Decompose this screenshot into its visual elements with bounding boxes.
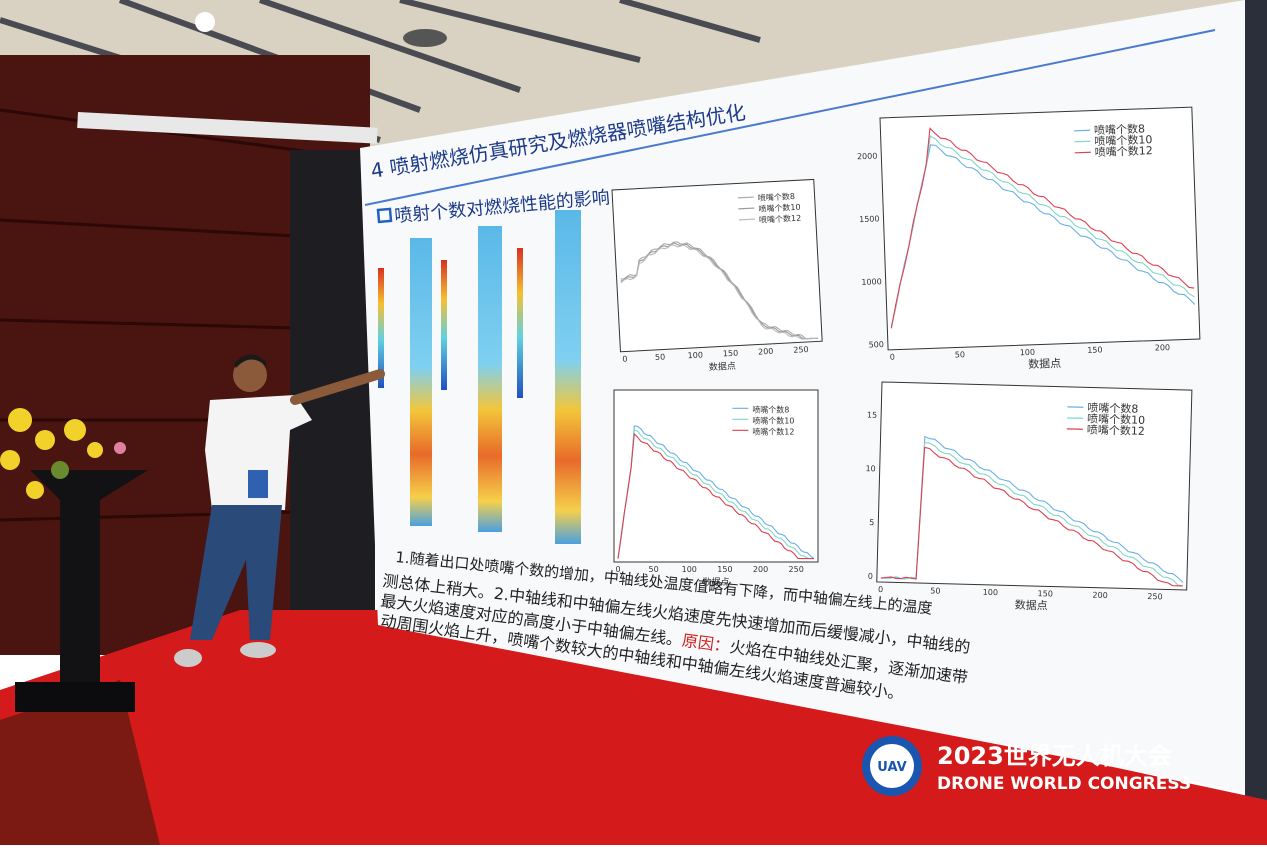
legend-label: 喷嘴个数12 xyxy=(1087,423,1145,438)
x-tick-label: 0 xyxy=(622,354,628,363)
contour-plot xyxy=(410,238,432,526)
ceiling-light xyxy=(195,12,215,32)
legend-label: 喷嘴个数12 xyxy=(752,426,794,436)
y-tick-label: 2000 xyxy=(857,152,878,162)
podium-base xyxy=(15,682,135,712)
colorbar xyxy=(517,248,523,398)
x-axis-label: 数据点 xyxy=(1028,356,1061,371)
x-tick-label: 150 xyxy=(723,349,739,359)
legend-label: 喷嘴个数8 xyxy=(752,404,789,414)
y-tick-label: 10 xyxy=(865,464,875,473)
x-tick-label: 200 xyxy=(753,565,768,574)
y-tick-label: 5 xyxy=(869,518,874,527)
x-tick-label: 250 xyxy=(1147,592,1163,601)
ceiling-vent xyxy=(403,29,447,47)
x-tick-label: 200 xyxy=(758,347,774,357)
legend-swatch xyxy=(1074,141,1090,142)
right-wall xyxy=(1245,0,1267,800)
badge-text: UAV xyxy=(877,760,906,775)
x-tick-label: 100 xyxy=(687,350,703,360)
y-tick-label: 1500 xyxy=(859,214,880,224)
y-tick-label: 500 xyxy=(868,340,884,350)
y-tick-label: 15 xyxy=(867,410,877,419)
x-tick-label: 250 xyxy=(789,565,804,574)
x-tick-label: 50 xyxy=(655,352,666,362)
contour-plot xyxy=(478,226,502,532)
x-tick-label: 150 xyxy=(1087,345,1103,355)
x-tick-label: 100 xyxy=(1020,348,1036,358)
contour-plot xyxy=(555,210,581,544)
x-tick-label: 200 xyxy=(1155,343,1171,353)
x-tick-label: 100 xyxy=(983,588,999,597)
legend-label: 喷嘴个数10 xyxy=(752,415,794,425)
legend-label: 喷嘴个数8 xyxy=(758,191,796,203)
legend-swatch xyxy=(738,208,754,209)
y-tick-label: 0 xyxy=(868,572,873,581)
colorbar xyxy=(441,260,447,390)
legend-label: 喷嘴个数12 xyxy=(1095,144,1153,159)
x-tick-label: 0 xyxy=(878,585,883,594)
x-tick-label: 50 xyxy=(930,586,940,595)
legend-swatch xyxy=(1075,152,1091,153)
x-tick-label: 0 xyxy=(890,353,895,362)
x-tick-label: 50 xyxy=(955,350,965,359)
banner-title: 2023世界无人机大会 xyxy=(937,742,1172,770)
banner-subtitle: DRONE WORLD CONGRESS xyxy=(937,774,1191,794)
x-tick-label: 250 xyxy=(793,345,809,355)
x-tick-label: 200 xyxy=(1092,591,1108,600)
x-tick-label: 150 xyxy=(1037,589,1053,598)
y-tick-label: 1000 xyxy=(861,277,882,287)
x-tick-label: 100 xyxy=(682,565,697,574)
x-tick-label: 150 xyxy=(717,565,732,574)
legend-swatch xyxy=(738,197,754,198)
legend-swatch xyxy=(739,219,755,220)
x-axis-label: 数据点 xyxy=(1015,598,1048,613)
legend-swatch xyxy=(1074,130,1090,131)
